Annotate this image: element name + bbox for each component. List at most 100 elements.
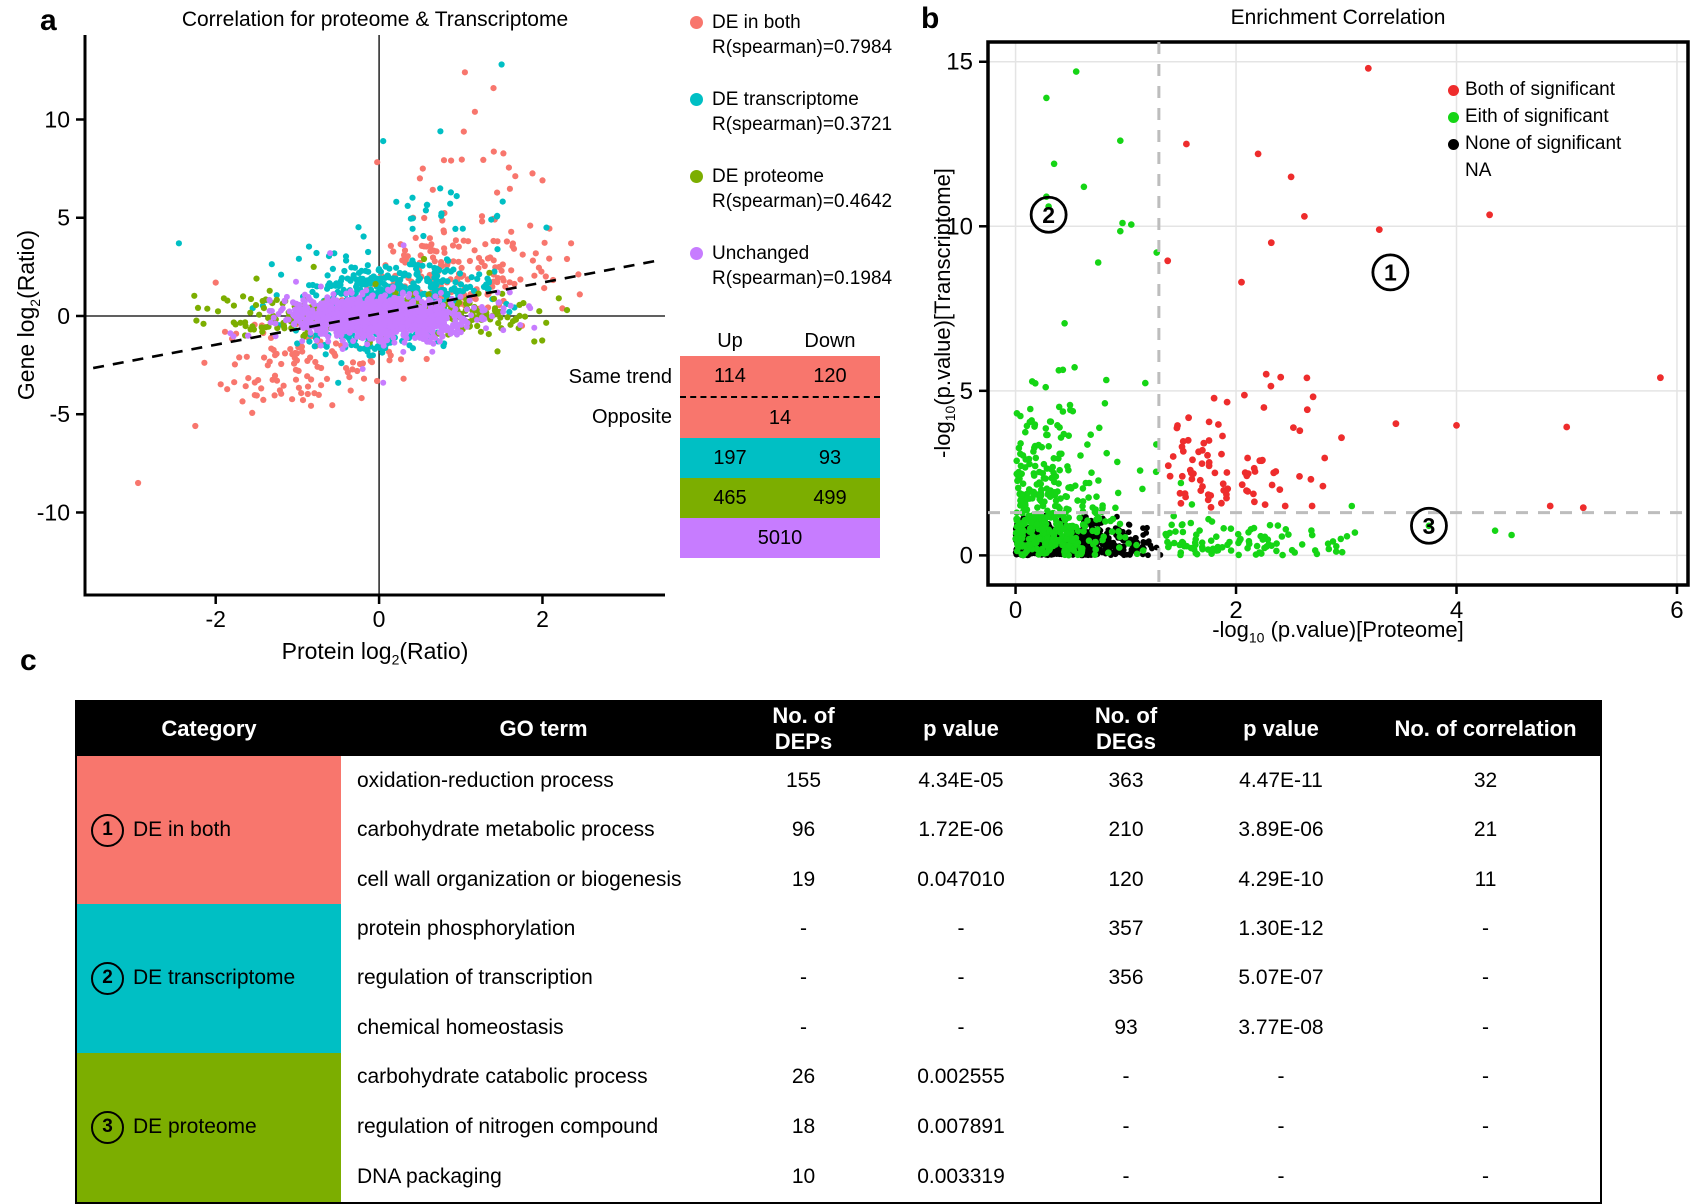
region-label-1: 1 (1371, 253, 1410, 292)
panel-a-x-axis-label: Protein log2(Ratio) (281, 638, 469, 668)
column-header-5: No. of DEGs (1061, 701, 1191, 756)
table-row: chemical homeostasis - - 93 3.77E-08 - (76, 1003, 1601, 1052)
value-cell: - (1277, 1164, 1285, 1188)
category-label: DE proteome (133, 1115, 257, 1139)
series-both-of-significant (1164, 64, 1664, 512)
legend-r-value: R(spearman)=0.7984 (712, 37, 893, 58)
category-label: DE transcriptome (133, 966, 296, 990)
value-cell: 1.72E-06 (918, 818, 1004, 842)
column-header-4: p value (861, 701, 1061, 756)
svg-text:-2: -2 (205, 606, 225, 632)
table-row: regulation of transcription - - 356 5.07E-07… (76, 954, 1601, 1003)
legend-label: None of significant (1465, 133, 1622, 154)
panel-a-y-axis-label: Gene log2(Ratio) (13, 229, 43, 401)
value-cell: - (1277, 1065, 1285, 1089)
go-term-cell: regulation of transcription (357, 966, 593, 990)
inset-row-3: 197 93 (680, 438, 880, 478)
svg-text:-5: -5 (50, 401, 70, 427)
svg-text:3: 3 (1423, 513, 1436, 539)
inset-col-header: Down (804, 330, 856, 352)
table-row: cell wall organization or biogenesis 19 0.… (76, 855, 1601, 904)
legend-dot-icon (1448, 112, 1459, 123)
legend-r-value: R(spearman)=0.1984 (712, 268, 893, 289)
value-cell: - (1122, 1164, 1130, 1188)
region-label-2: 2 (1029, 195, 1068, 234)
table-row: 1 DE in both oxidation-reduction process 15… (76, 756, 1601, 905)
value-cell: - (957, 917, 965, 941)
legend-label: DE proteome (712, 166, 824, 187)
category-label: DE in both (133, 818, 232, 842)
go-term-cell: chemical homeostasis (357, 1015, 564, 1039)
column-header-7: No. of correlation (1371, 701, 1601, 756)
svg-text:0: 0 (373, 606, 386, 632)
value-cell: 210 (1108, 818, 1144, 842)
legend-label: Both of significant (1465, 79, 1615, 100)
value-cell: 363 (1108, 768, 1144, 792)
legend-r-value: R(spearman)=0.4642 (712, 191, 893, 212)
value-cell: 11 (1474, 867, 1497, 891)
go-term-table: Category GO term No. of DEPs p value No. of … (75, 700, 1602, 1204)
go-term-cell: oxidation-reduction process (357, 768, 614, 792)
legend-dot-icon (690, 93, 703, 106)
table-header-row: Category GO term No. of DEPs p value No. of … (76, 701, 1601, 756)
legend-label: NA (1465, 160, 1492, 181)
table-row: regulation of nitrogen compound 18 0.00789… (76, 1102, 1601, 1151)
value-cell: 1.30E-12 (1238, 917, 1324, 941)
value-cell: 10 (791, 1164, 816, 1188)
value-cell: 5.07E-07 (1238, 966, 1324, 990)
value-cell: 0.007891 (917, 1114, 1005, 1138)
column-header-6: p value (1191, 701, 1371, 756)
svg-text:0: 0 (960, 542, 973, 569)
inset-cell: 197 (713, 446, 747, 469)
value-cell: 4.47E-11 (1239, 768, 1323, 792)
legend-label: Eith of significant (1465, 106, 1609, 127)
svg-text:4: 4 (1450, 597, 1463, 624)
value-cell: 0.003319 (917, 1164, 1005, 1188)
series-unchanged (227, 242, 538, 386)
value-cell: 18 (791, 1114, 816, 1138)
value-cell: 4.29E-10 (1238, 867, 1324, 891)
inset-cell: 120 (813, 364, 847, 387)
value-cell: - (1122, 1065, 1130, 1089)
inset-row-4: 465 499 (680, 478, 880, 518)
panel-a-inset-table: Up Down 114 120 14 197 93 465 499 5010 (680, 330, 880, 558)
value-cell: - (957, 1015, 965, 1039)
value-cell: - (1482, 966, 1489, 990)
legend-r-value: R(spearman)=0.3721 (712, 114, 893, 135)
svg-text:2: 2 (1229, 597, 1242, 624)
legend-entry-2: DE transcriptome R(spearman)=0.3721 (690, 87, 920, 137)
category-number-badge: 1 (91, 813, 124, 847)
svg-text:10: 10 (946, 213, 973, 240)
series-eith-of-significant (1012, 68, 1515, 559)
inset-row-5: 5010 (680, 518, 880, 558)
legend-entry-3: DE proteome R(spearman)=0.4642 (690, 164, 920, 214)
table-row: 2 DE transcriptome protein phosphorylation… (76, 904, 1601, 1053)
svg-text:15: 15 (946, 49, 973, 76)
value-cell: 21 (1473, 818, 1498, 842)
value-cell: 356 (1108, 966, 1144, 990)
value-cell: - (1482, 1015, 1489, 1039)
category-number-badge: 3 (91, 1110, 124, 1144)
panel-b-label: b (921, 2, 940, 35)
legend-dot-icon (690, 247, 703, 260)
legend-label: DE transcriptome (712, 89, 859, 110)
legend-entry-2: Eith of significant (1448, 103, 1621, 130)
column-header-3: No. of DEPs (746, 701, 861, 756)
go-term-cell: carbohydrate catabolic process (357, 1065, 648, 1089)
panel-a-label: a (40, 4, 57, 37)
value-cell: - (1482, 1164, 1489, 1188)
go-term-cell: regulation of nitrogen compound (357, 1114, 659, 1138)
inset-cell: 14 (768, 406, 792, 429)
svg-text:5: 5 (57, 205, 70, 231)
inset-row-label-opposite: Opposite (591, 406, 672, 428)
inset-col-header: Up (717, 330, 743, 352)
category-cell-de-in-both: 1 DE in both (76, 756, 341, 905)
value-cell: 96 (791, 818, 816, 842)
inset-cell: 93 (818, 446, 842, 469)
legend-entry-4: Unchanged R(spearman)=0.1984 (690, 241, 920, 291)
legend-entry-4: NA (1448, 157, 1621, 184)
go-term-cell: carbohydrate metabolic process (357, 818, 655, 842)
table-row: carbohydrate metabolic process 96 1.72E-06… (76, 805, 1601, 854)
panel-a-scatter-plot: -2 0 2 -10 -5 0 5 10 (37, 35, 665, 632)
value-cell: 3.77E-08 (1238, 1015, 1324, 1039)
